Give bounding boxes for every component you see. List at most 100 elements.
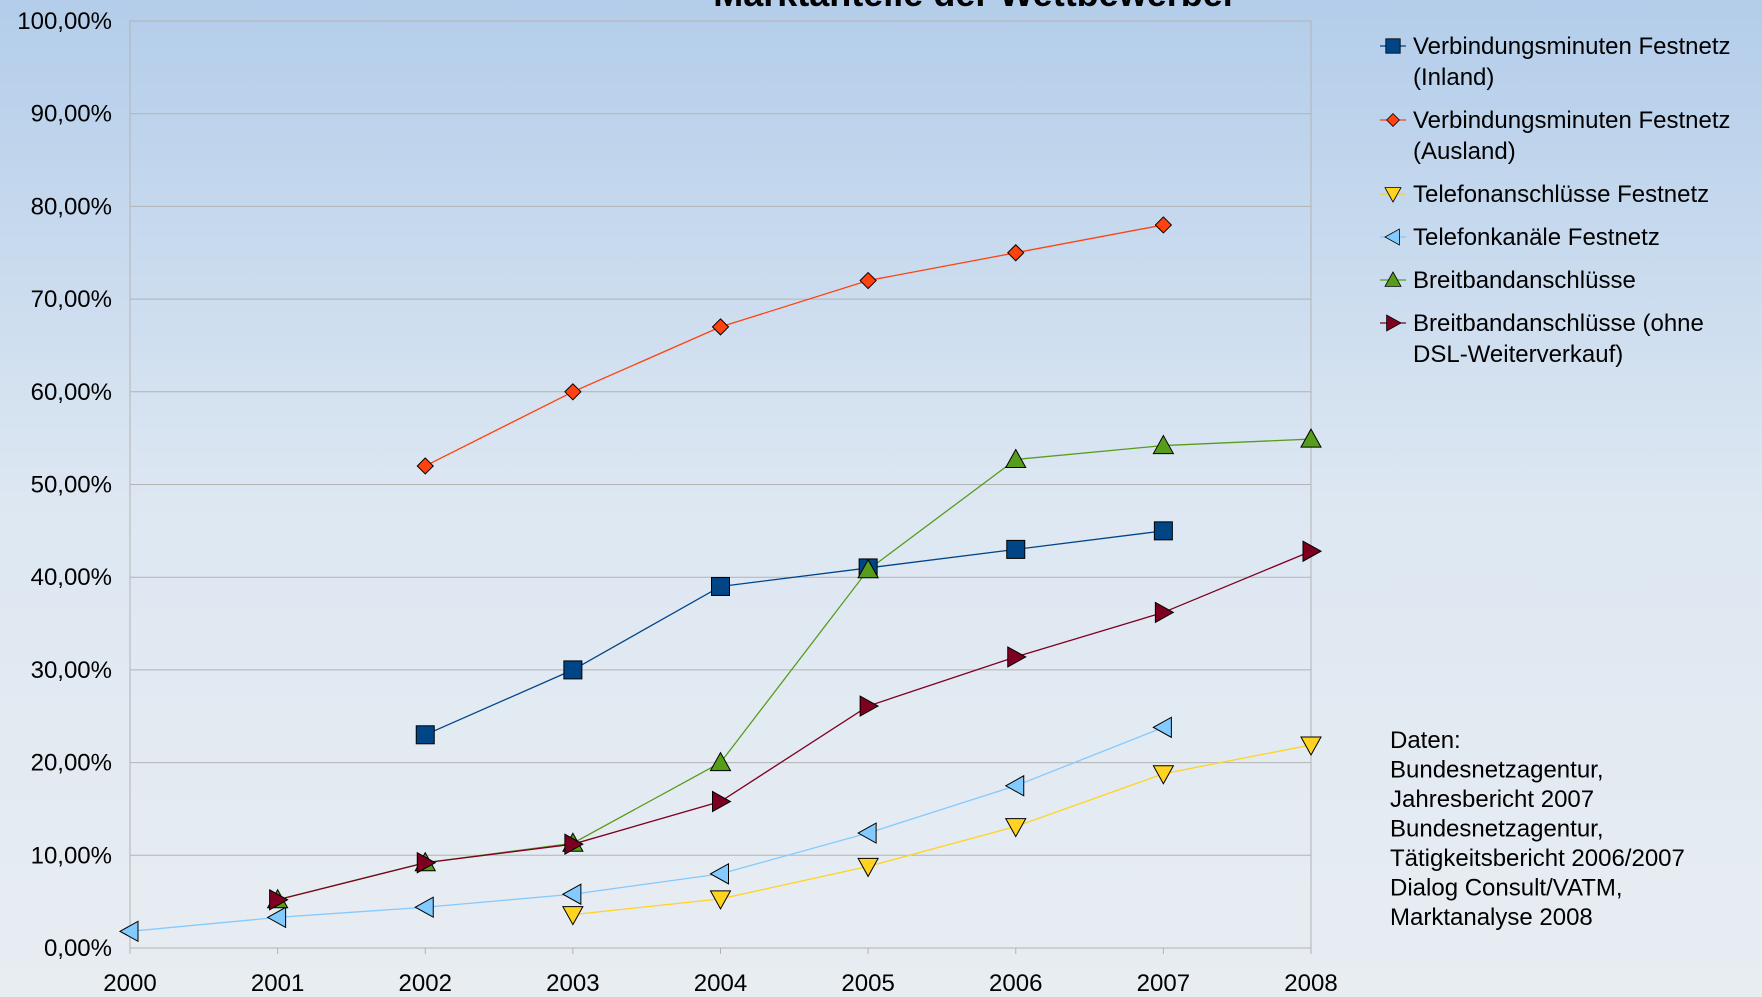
marker bbox=[712, 790, 732, 813]
annotation: Marktanalyse 2008 bbox=[1390, 904, 1593, 931]
legend-item: Verbindungsminuten Festnetz (Inland) bbox=[1380, 33, 1731, 91]
y-tick-label: 70,00% bbox=[31, 286, 112, 313]
marker bbox=[857, 857, 879, 878]
x-tick-label: 2005 bbox=[841, 970, 894, 997]
marker bbox=[564, 833, 584, 856]
marker bbox=[1154, 601, 1175, 624]
series-line bbox=[424, 530, 1164, 736]
x-tick-label: 2002 bbox=[399, 970, 452, 997]
marker bbox=[1384, 228, 1400, 246]
x-tick-label: 2001 bbox=[251, 970, 304, 997]
marker bbox=[1384, 187, 1402, 203]
y-tick-label: 90,00% bbox=[31, 101, 112, 128]
marker bbox=[562, 906, 584, 926]
y-tick-label: 50,00% bbox=[31, 472, 112, 499]
marker bbox=[857, 822, 877, 844]
legend-item: Breitbandanschlüsse (ohne DSL-Weiterverka… bbox=[1380, 310, 1704, 368]
marker bbox=[859, 695, 880, 717]
legend-item: Telefonkanäle Festnetz bbox=[1380, 224, 1660, 251]
x-tick-label: 2006 bbox=[989, 970, 1042, 997]
series-line bbox=[129, 726, 1164, 932]
annotation: Dialog Consult/VATM, bbox=[1390, 875, 1623, 902]
series-line bbox=[277, 550, 1312, 901]
marker bbox=[1152, 765, 1175, 785]
marker bbox=[416, 851, 437, 874]
legend-line-text: Verbindungsminuten Festnetz bbox=[1413, 107, 1731, 134]
legend-item: Breitbandanschlüsse bbox=[1380, 267, 1636, 294]
marker bbox=[1006, 539, 1026, 559]
legend-item: Telefonanschlüsse Festnetz bbox=[1380, 181, 1709, 208]
marker bbox=[1152, 716, 1172, 739]
marker bbox=[269, 888, 289, 911]
legend-item: Verbindungsminuten Festnetz (Ausland) bbox=[1380, 107, 1731, 165]
marker bbox=[711, 318, 730, 336]
marker bbox=[1153, 521, 1173, 541]
legend-line-text: Telefonkanäle Festnetz bbox=[1413, 224, 1660, 251]
marker bbox=[711, 576, 730, 596]
marker bbox=[859, 271, 877, 290]
marker bbox=[561, 883, 582, 906]
y-tick-label: 100,00% bbox=[17, 8, 112, 35]
series-line bbox=[424, 224, 1164, 467]
marker bbox=[414, 896, 434, 919]
marker bbox=[1386, 314, 1402, 332]
legend-label: Breitbandanschlüsse bbox=[1413, 267, 1636, 294]
annotation: Jahresbericht 2007 bbox=[1390, 786, 1594, 813]
marker bbox=[1004, 818, 1027, 838]
annotation: Tätigkeitsbericht 2006/2007 bbox=[1390, 845, 1685, 872]
legend-line-text: Breitbandanschlüsse bbox=[1413, 267, 1636, 294]
x-tick-label: 2000 bbox=[103, 970, 156, 997]
x-tick-label: 2003 bbox=[546, 970, 599, 997]
legend-label: Verbindungsminuten Festnetz (Inland) bbox=[1413, 33, 1731, 91]
annotation: Bundesnetzagentur, bbox=[1390, 757, 1604, 784]
x-tick-label: 2004 bbox=[694, 970, 747, 997]
legend-line-text: (Ausland) bbox=[1413, 138, 1516, 165]
marker bbox=[563, 660, 583, 680]
annotation: Daten: bbox=[1390, 727, 1461, 754]
marker bbox=[416, 457, 434, 475]
series-line bbox=[572, 744, 1312, 916]
marker bbox=[857, 558, 879, 579]
marker bbox=[1007, 646, 1027, 668]
marker bbox=[1152, 434, 1175, 455]
marker bbox=[1302, 540, 1323, 563]
marker bbox=[1004, 774, 1025, 797]
legend-label: Telefonkanäle Festnetz bbox=[1413, 224, 1660, 251]
marker bbox=[1385, 38, 1401, 54]
marker bbox=[709, 890, 732, 910]
legend-line-text: Breitbandanschlüsse (ohne bbox=[1413, 310, 1704, 337]
y-tick-label: 20,00% bbox=[31, 750, 112, 777]
chart-title: Marktanteile der Wettbewerber bbox=[713, 0, 1237, 14]
legend-line-text: Telefonanschlüsse Festnetz bbox=[1413, 181, 1709, 208]
y-tick-label: 10,00% bbox=[31, 842, 112, 869]
marker bbox=[415, 725, 435, 745]
y-tick-label: 0,00% bbox=[44, 935, 112, 962]
marker bbox=[1300, 428, 1322, 448]
marker bbox=[266, 906, 287, 929]
marker bbox=[1386, 113, 1400, 127]
legend-label: Breitbandanschlüsse (ohne DSL-Weiterverka… bbox=[1413, 310, 1704, 368]
legend-label: Verbindungsminuten Festnetz (Ausland) bbox=[1413, 107, 1731, 165]
legend-line-text: DSL-Weiterverkauf) bbox=[1413, 341, 1623, 368]
marker bbox=[564, 383, 582, 401]
marker bbox=[1154, 216, 1173, 234]
marker bbox=[1007, 244, 1025, 262]
marker bbox=[709, 751, 732, 772]
legend-label: Telefonanschlüsse Festnetz bbox=[1413, 181, 1709, 208]
legend-line-text: (Inland) bbox=[1413, 64, 1494, 91]
y-tick-label: 40,00% bbox=[31, 564, 112, 591]
y-tick-label: 60,00% bbox=[31, 379, 112, 406]
legend-line-text: Verbindungsminuten Festnetz bbox=[1413, 33, 1731, 60]
x-tick-label: 2007 bbox=[1137, 970, 1190, 997]
y-tick-label: 30,00% bbox=[31, 657, 112, 684]
marker bbox=[1384, 271, 1402, 287]
marker bbox=[1004, 448, 1027, 468]
annotation: Bundesnetzagentur, bbox=[1390, 816, 1604, 843]
marker bbox=[118, 920, 139, 943]
marker bbox=[709, 862, 729, 885]
marker bbox=[1300, 736, 1322, 757]
x-tick-label: 2008 bbox=[1284, 970, 1337, 997]
y-tick-label: 80,00% bbox=[31, 193, 112, 220]
